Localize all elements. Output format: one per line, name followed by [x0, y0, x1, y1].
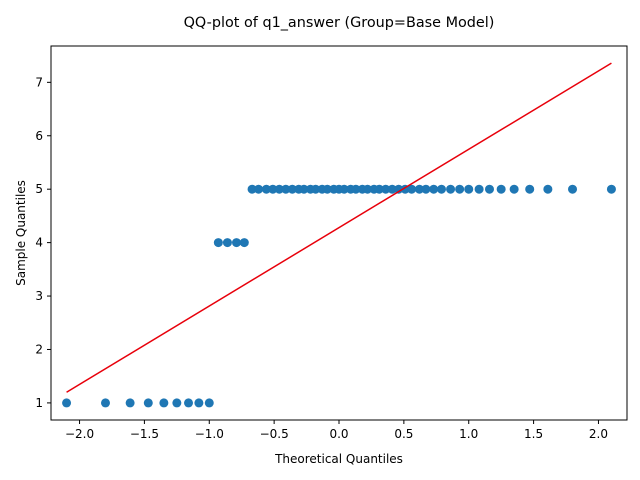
- x-tick-label: 1.0: [459, 427, 478, 441]
- data-point: [429, 184, 439, 194]
- y-tick-label: 1: [35, 396, 43, 410]
- data-point: [525, 184, 535, 194]
- chart-title: QQ-plot of q1_answer (Group=Base Model): [184, 15, 495, 31]
- axes-frame: [50, 45, 628, 421]
- axes-background: [51, 46, 627, 420]
- data-point: [394, 184, 404, 194]
- data-point: [387, 184, 397, 194]
- y-tick-label: 6: [35, 129, 43, 143]
- data-point: [239, 238, 249, 248]
- plot-area: −2.0 −1.5 −1.0 −0.5 0.0 0.5 1.0 1.5 2.0 1 2 3 4 5 6 7: [35, 45, 628, 441]
- data-point: [381, 184, 391, 194]
- data-point: [159, 398, 169, 408]
- x-tick-label: −2.0: [65, 427, 94, 441]
- data-point: [62, 398, 72, 408]
- data-point: [606, 184, 616, 194]
- x-axis-ticks: −2.0 −1.5 −1.0 −0.5 0.0 0.5 1.0 1.5 2.0: [65, 420, 608, 441]
- data-point: [509, 184, 519, 194]
- data-point: [455, 184, 465, 194]
- y-tick-label: 2: [35, 342, 43, 356]
- data-point: [143, 398, 153, 408]
- data-point: [100, 398, 110, 408]
- y-axis-label: Sample Quantiles: [14, 180, 28, 286]
- x-tick-label: −0.5: [260, 427, 289, 441]
- data-point: [261, 184, 271, 194]
- y-tick-label: 7: [35, 75, 43, 89]
- x-axis-label: Theoretical Quantiles: [274, 452, 403, 466]
- data-point: [213, 238, 223, 248]
- data-point: [436, 184, 446, 194]
- data-point: [299, 184, 309, 194]
- x-tick-label: 0.0: [329, 427, 348, 441]
- data-point: [339, 184, 349, 194]
- data-point: [274, 184, 284, 194]
- data-point: [184, 398, 194, 408]
- data-point: [351, 184, 361, 194]
- data-point: [414, 184, 424, 194]
- data-point: [543, 184, 553, 194]
- data-point: [172, 398, 182, 408]
- data-point: [484, 184, 494, 194]
- y-axis-ticks: 1 2 3 4 5 6 7: [35, 75, 51, 410]
- x-tick-label: 2.0: [589, 427, 608, 441]
- data-point: [268, 184, 278, 194]
- data-point: [446, 184, 456, 194]
- y-tick-label: 3: [35, 289, 43, 303]
- reference-line: [66, 62, 612, 393]
- data-point: [204, 398, 214, 408]
- data-point: [568, 184, 578, 194]
- data-point: [247, 184, 257, 194]
- data-point: [464, 184, 474, 194]
- x-tick-label: 0.5: [394, 427, 413, 441]
- x-tick-label: 1.5: [524, 427, 543, 441]
- y-tick-label: 4: [35, 236, 43, 250]
- data-point: [374, 184, 384, 194]
- data-point: [232, 238, 242, 248]
- data-point: [125, 398, 135, 408]
- data-point: [474, 184, 484, 194]
- data-point: [363, 184, 373, 194]
- y-tick-label: 5: [35, 182, 43, 196]
- reference-line-group: [66, 62, 612, 393]
- data-point: [322, 184, 332, 194]
- data-point: [222, 238, 232, 248]
- data-point: [421, 184, 431, 194]
- x-tick-label: −1.0: [195, 427, 224, 441]
- data-point: [311, 184, 321, 194]
- data-point: [287, 184, 297, 194]
- data-point: [254, 184, 264, 194]
- data-point: [496, 184, 506, 194]
- data-point: [407, 184, 417, 194]
- data-point: [281, 184, 291, 194]
- x-tick-label: −1.5: [130, 427, 159, 441]
- data-points: [62, 184, 616, 408]
- data-point: [194, 398, 204, 408]
